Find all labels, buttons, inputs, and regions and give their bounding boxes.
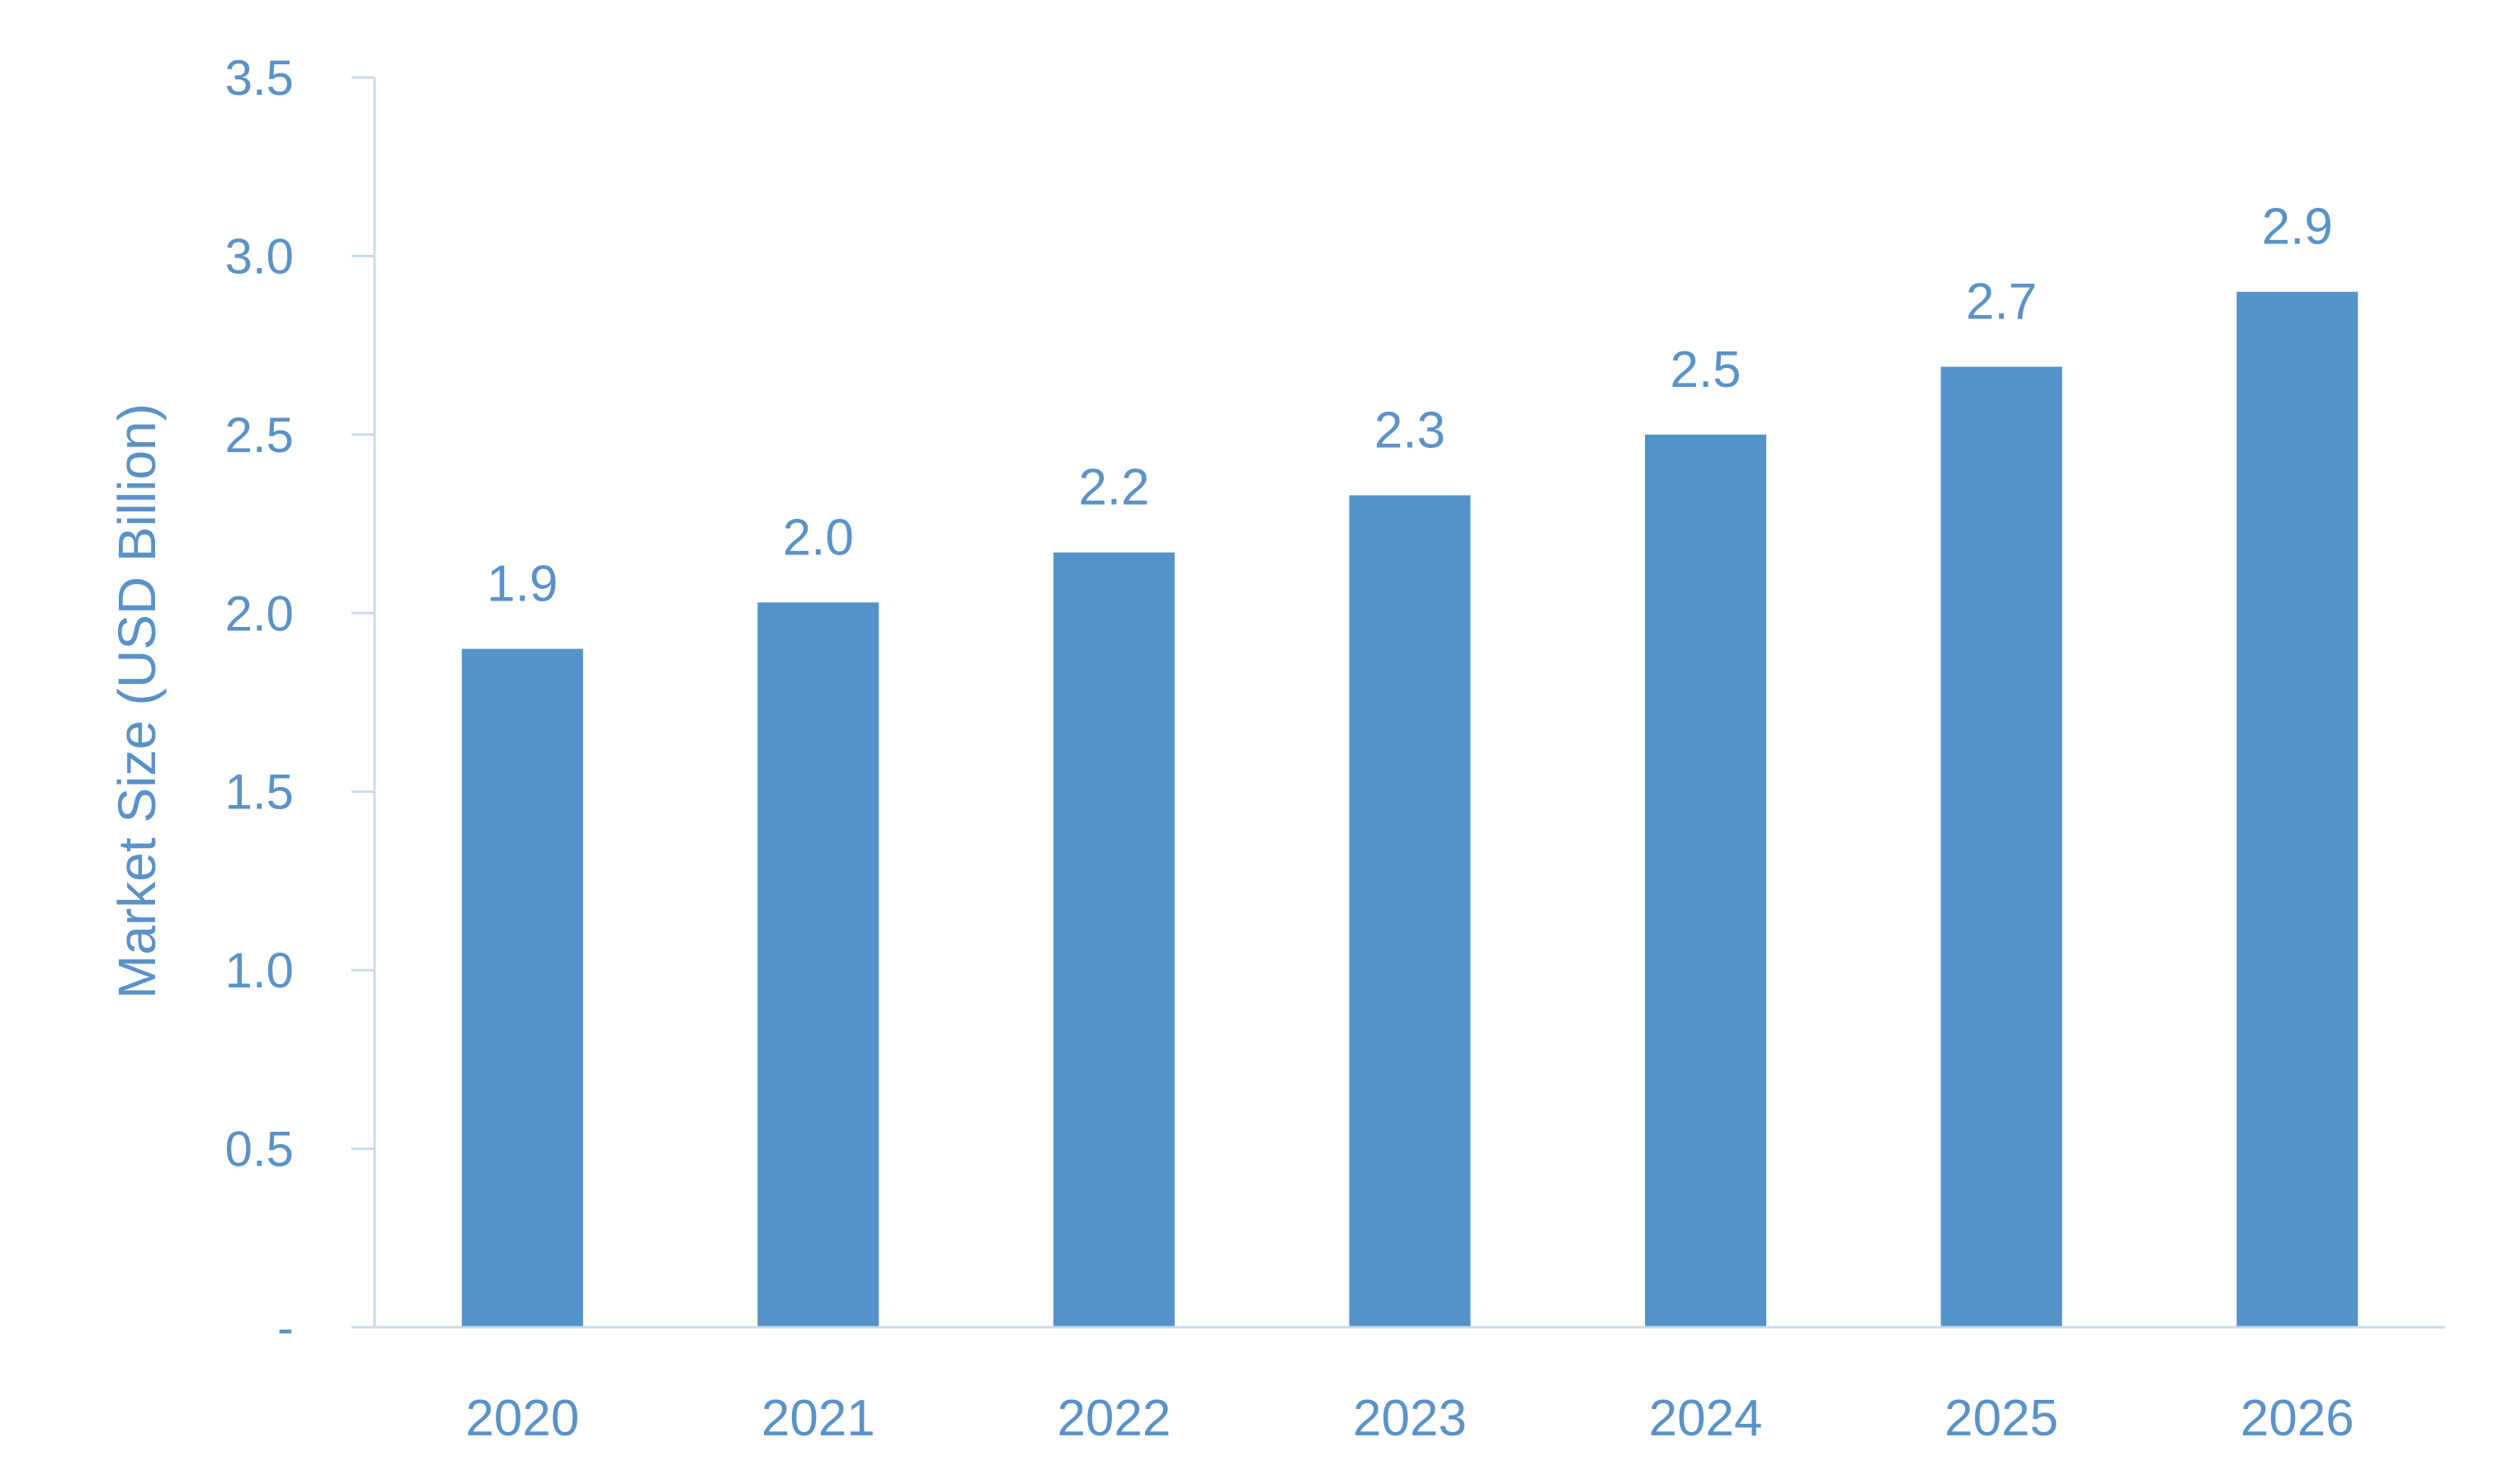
bar-2025 — [1940, 366, 2062, 1328]
y-axis-title: Market Size (USD Billion) — [107, 403, 167, 999]
x-tick-label: 2022 — [1057, 1390, 1171, 1447]
y-tick-label: 0.5 — [225, 1122, 294, 1177]
y-axis-ticks: - 0.5 1.0 1.5 2.0 2.5 3.0 3.5 — [225, 50, 375, 1355]
data-label: 2.3 — [1374, 402, 1445, 459]
y-tick-label: 1.5 — [225, 765, 294, 820]
data-label: 2.7 — [1966, 274, 2037, 331]
x-tick-label: 2023 — [1353, 1390, 1467, 1447]
x-tick-label: 2020 — [465, 1390, 579, 1447]
bar-2020 — [461, 648, 583, 1327]
bar-2026 — [2236, 291, 2359, 1327]
data-label: 2.5 — [1670, 342, 1741, 398]
x-tick-label: 2025 — [1944, 1390, 2058, 1447]
y-tick-label: 2.0 — [225, 586, 294, 641]
bar-2022 — [1053, 552, 1175, 1327]
x-axis-ticks: 2020 2021 2022 2023 2024 2025 2026 — [465, 1390, 2354, 1447]
data-label: 2.2 — [1078, 459, 1149, 516]
data-label: 2.0 — [783, 509, 854, 566]
y-tick-label: 1.0 — [225, 943, 294, 998]
y-tick-label: - — [277, 1300, 294, 1355]
x-tick-label: 2024 — [1649, 1390, 1763, 1447]
x-tick-label: 2021 — [761, 1390, 875, 1447]
bars — [461, 291, 2359, 1328]
y-tick-label: 3.5 — [225, 50, 294, 106]
y-tick-label: 3.0 — [225, 228, 294, 284]
bar-2023 — [1349, 495, 1471, 1327]
bar-2021 — [757, 602, 879, 1327]
data-label: 2.9 — [2262, 199, 2333, 256]
y-tick-label: 2.5 — [225, 408, 294, 463]
data-labels: 1.9 2.0 2.2 2.3 2.5 2.7 2.9 — [487, 199, 2333, 613]
data-label: 1.9 — [487, 556, 558, 613]
bar-2024 — [1645, 434, 1767, 1327]
x-tick-label: 2026 — [2241, 1390, 2354, 1447]
